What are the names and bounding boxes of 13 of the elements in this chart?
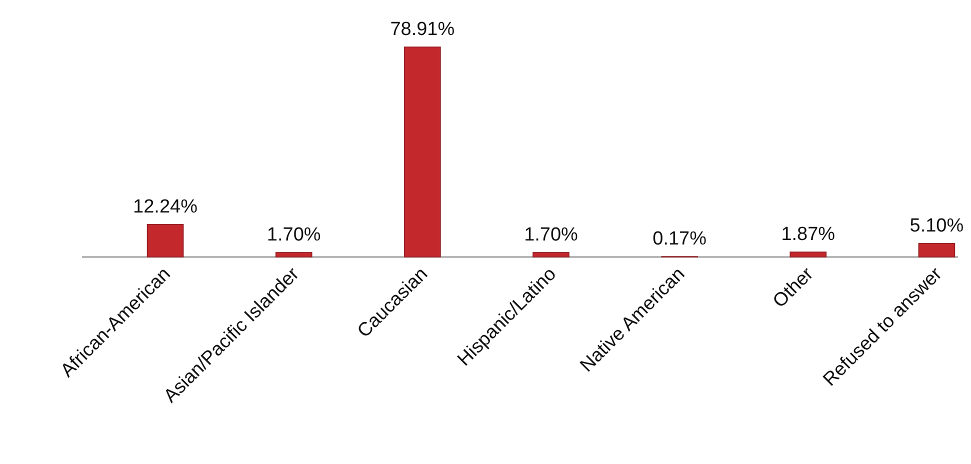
bar: [532, 252, 570, 258]
data-label: 1.87%: [781, 224, 836, 246]
data-label: 0.17%: [652, 228, 707, 250]
bar: [146, 224, 184, 258]
bar: [790, 252, 827, 258]
data-label: 1.70%: [266, 224, 321, 246]
data-label: 1.70%: [524, 224, 578, 246]
bar: [918, 243, 956, 258]
bar: [275, 252, 312, 258]
data-label: 78.91%: [390, 19, 455, 40]
data-label: 12.24%: [133, 196, 198, 218]
bar: [404, 46, 441, 258]
data-label: 5.10%: [910, 215, 964, 236]
